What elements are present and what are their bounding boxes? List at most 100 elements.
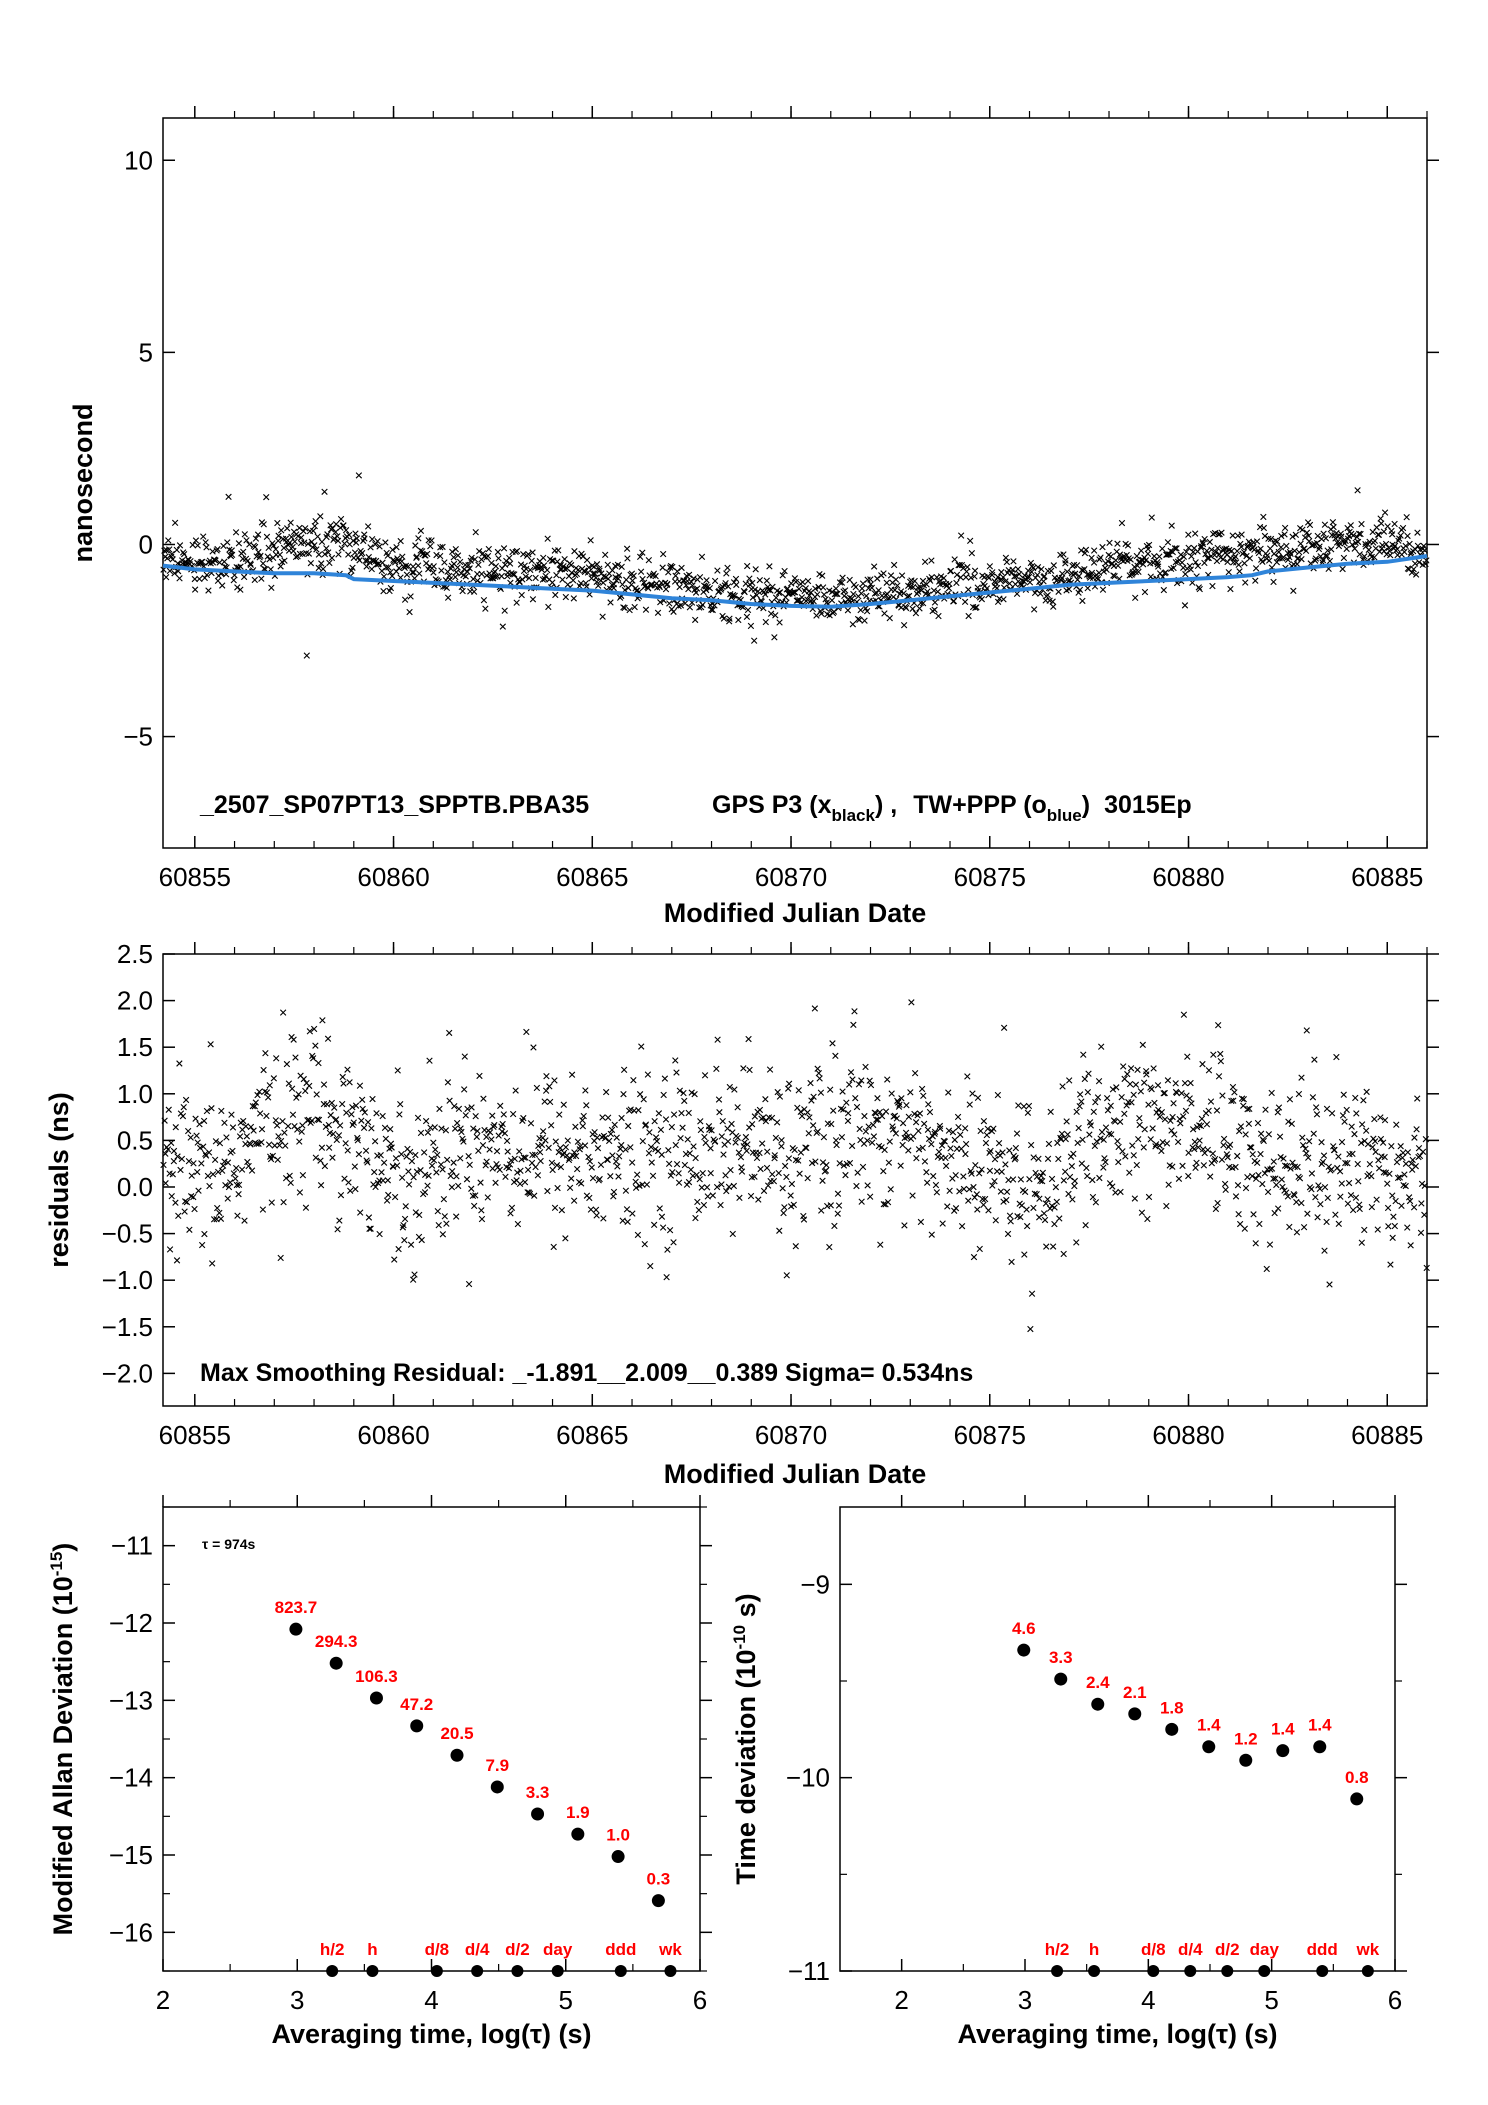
x-marker — [999, 1149, 1006, 1156]
x-marker — [1133, 1161, 1140, 1169]
x-marker — [530, 1044, 537, 1051]
x-marker — [957, 1131, 964, 1138]
x-marker — [844, 607, 852, 614]
x-marker — [1037, 1177, 1044, 1184]
x-marker — [282, 1142, 289, 1149]
x-marker — [810, 598, 817, 605]
x-marker — [685, 1109, 692, 1117]
x-marker — [214, 1204, 221, 1212]
x-marker — [480, 1095, 487, 1102]
x-marker — [162, 1150, 169, 1157]
x-marker — [1148, 514, 1155, 521]
x-marker — [334, 537, 342, 545]
residuals-xtick-label: 60870 — [755, 1420, 827, 1450]
x-marker — [660, 1091, 667, 1099]
x-marker — [632, 1184, 640, 1191]
x-marker — [302, 1087, 309, 1095]
x-marker — [1338, 1138, 1346, 1146]
x-marker — [355, 472, 363, 479]
x-marker — [647, 1143, 655, 1151]
x-marker — [247, 560, 254, 567]
x-marker — [669, 563, 676, 571]
x-marker — [836, 1160, 843, 1167]
x-marker — [242, 1123, 250, 1130]
x-marker — [182, 1198, 189, 1205]
x-marker — [234, 584, 241, 591]
x-marker — [428, 537, 435, 544]
x-marker — [629, 577, 636, 584]
x-marker — [1291, 547, 1298, 555]
residual-points — [160, 999, 1430, 1333]
tdev-xtick-label: 6 — [1388, 1985, 1402, 2015]
x-marker — [602, 551, 609, 559]
x-marker — [1270, 1175, 1277, 1182]
x-marker — [552, 591, 559, 599]
x-marker — [276, 1142, 283, 1149]
x-marker — [1244, 1174, 1251, 1181]
x-marker — [344, 1147, 351, 1154]
x-marker — [1028, 1290, 1036, 1297]
x-marker — [1381, 509, 1389, 516]
x-marker — [1095, 1078, 1103, 1085]
x-marker — [776, 1227, 783, 1234]
x-marker — [780, 1209, 787, 1217]
x-marker — [212, 1138, 220, 1145]
x-marker — [693, 585, 701, 592]
x-marker — [1112, 1189, 1119, 1196]
x-marker — [216, 1209, 223, 1217]
tdev-xtick-label: 2 — [894, 1985, 908, 2015]
x-marker — [604, 1114, 612, 1121]
x-marker — [401, 596, 409, 603]
x-marker — [472, 1192, 479, 1199]
x-marker — [630, 572, 637, 579]
x-marker — [647, 1262, 654, 1270]
x-marker — [892, 576, 900, 583]
x-marker — [1393, 1159, 1401, 1166]
x-marker — [194, 1168, 201, 1176]
x-marker — [550, 1243, 557, 1251]
x-marker — [1196, 1137, 1203, 1144]
x-marker — [1249, 1172, 1256, 1180]
x-marker — [260, 1066, 267, 1074]
x-marker — [326, 559, 333, 567]
x-marker — [909, 605, 916, 613]
x-marker — [665, 1160, 673, 1167]
x-marker — [1165, 551, 1172, 558]
x-marker — [1034, 563, 1042, 571]
x-marker — [500, 1111, 507, 1118]
x-marker — [756, 1149, 763, 1157]
x-marker — [161, 1117, 168, 1124]
x-marker — [784, 1085, 792, 1092]
x-marker — [685, 571, 693, 578]
x-marker — [767, 587, 774, 594]
x-marker — [1298, 555, 1305, 563]
x-marker — [1214, 544, 1221, 552]
x-marker — [1046, 1205, 1054, 1212]
x-marker — [1102, 1158, 1109, 1166]
x-marker — [262, 1050, 269, 1057]
x-marker — [276, 551, 284, 558]
x-marker — [380, 588, 387, 595]
x-marker — [997, 1188, 1005, 1195]
x-marker — [1404, 1224, 1411, 1231]
x-marker — [628, 1159, 636, 1166]
x-marker — [1045, 1140, 1053, 1148]
x-marker — [693, 1171, 700, 1179]
x-marker — [307, 559, 315, 567]
x-marker — [1140, 1079, 1148, 1086]
x-marker — [223, 1134, 230, 1141]
x-marker — [1106, 1180, 1114, 1187]
x-marker — [483, 1133, 490, 1141]
x-marker — [1163, 1202, 1170, 1210]
x-marker — [1193, 1159, 1200, 1167]
x-marker — [1340, 554, 1348, 562]
x-marker — [179, 1112, 187, 1120]
x-marker — [554, 1184, 561, 1192]
x-marker — [920, 1092, 927, 1099]
x-marker — [1382, 1169, 1390, 1176]
x-marker — [1074, 576, 1081, 583]
x-marker — [312, 518, 319, 525]
x-marker — [665, 1147, 672, 1154]
x-marker — [745, 1035, 752, 1043]
x-marker — [966, 1186, 973, 1193]
